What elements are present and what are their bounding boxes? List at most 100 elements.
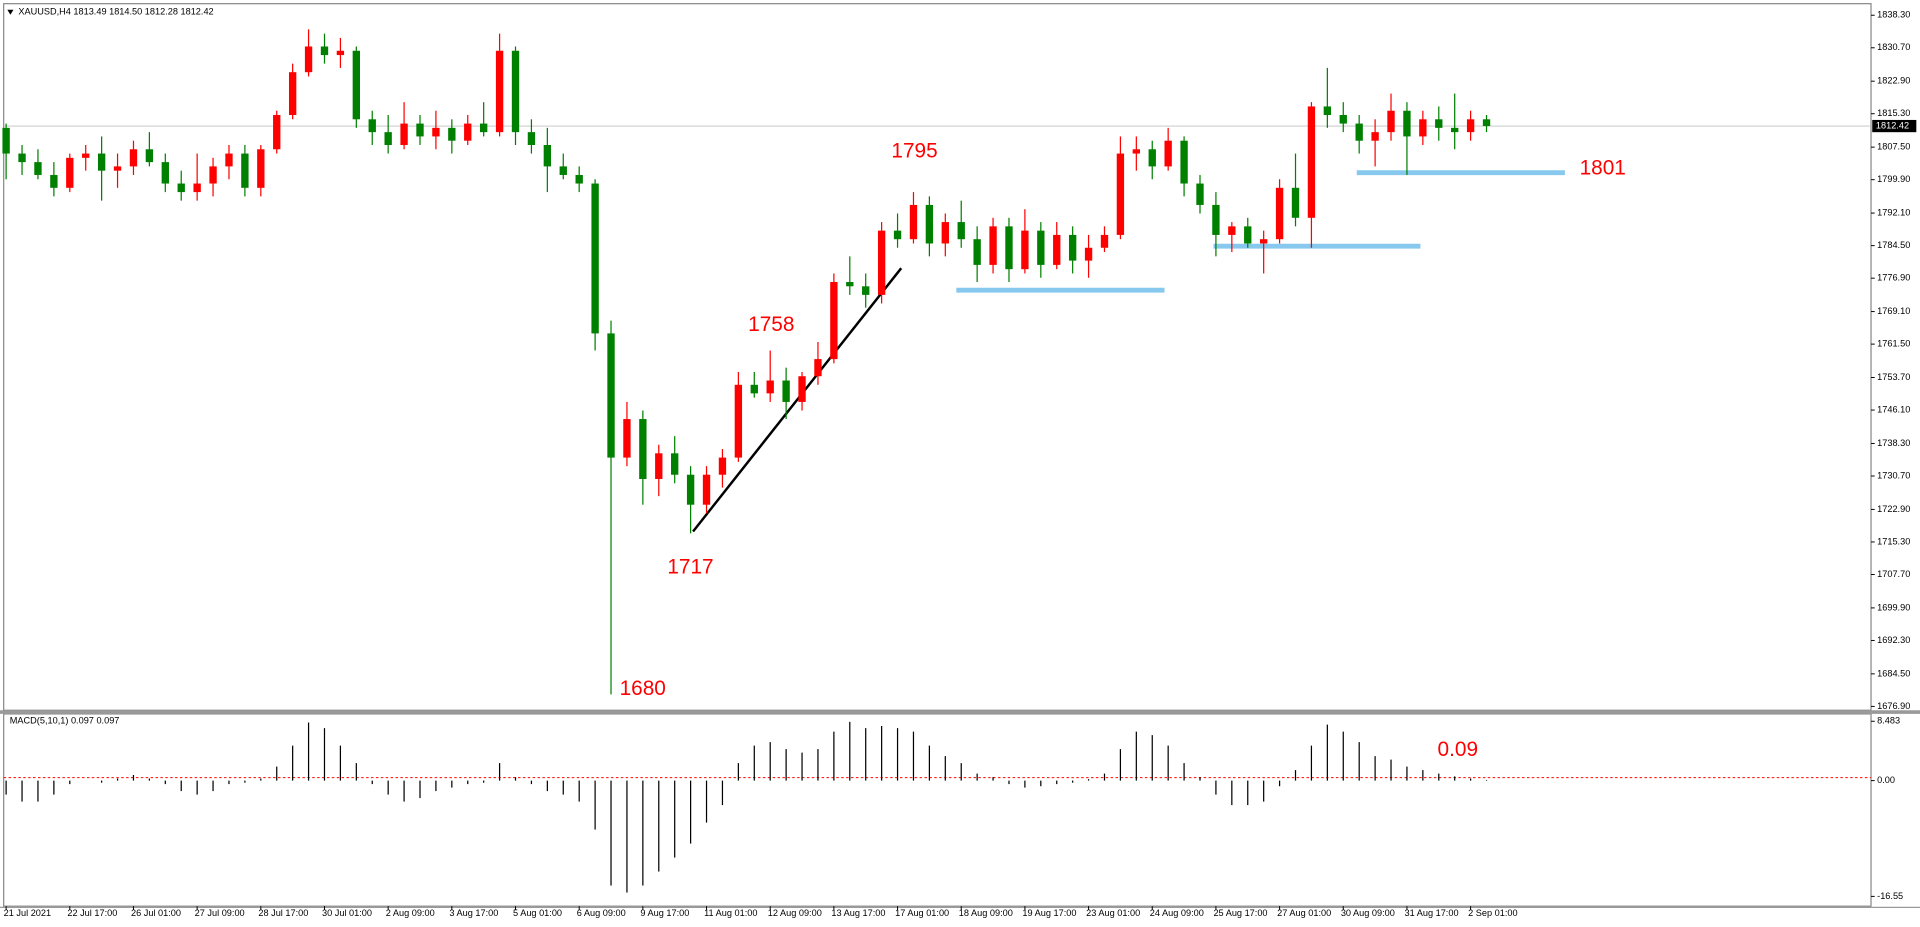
macd-title: MACD(5,10,1) 0.097 0.097 (10, 716, 120, 726)
x-tick-label: 23 Aug 01:00 (1086, 908, 1140, 918)
candle-body (607, 333, 615, 458)
y-tick-label: 1722.90 (1877, 504, 1910, 514)
candle-body (432, 127, 440, 137)
candle-body (1196, 183, 1204, 205)
candle-body (1100, 234, 1109, 248)
trend-line (692, 267, 903, 533)
y-tick-label: 1715.30 (1877, 536, 1910, 546)
x-tick-label: 19 Aug 17:00 (1022, 908, 1076, 918)
candle-body (145, 149, 154, 163)
candle-body (2, 127, 10, 154)
last-price-tag (1872, 119, 1917, 133)
candle-body (575, 174, 583, 184)
y-tick-label: 1738.30 (1877, 438, 1910, 448)
candle-body (304, 46, 313, 73)
candle-body (655, 453, 663, 480)
candle-body (814, 359, 822, 377)
y-tick-label: 1815.30 (1877, 108, 1910, 118)
menu-arrow[interactable] (7, 9, 14, 15)
candle-body (1228, 226, 1236, 235)
candle-body (623, 419, 631, 458)
x-tick-label: 5 Aug 01:00 (513, 908, 562, 918)
x-tick-label: 31 Aug 17:00 (1404, 908, 1458, 918)
y-tick-label: 1822.90 (1877, 76, 1910, 86)
last-price-label: 1812.42 (1876, 120, 1909, 130)
y-tick-label: 1676.90 (1877, 701, 1910, 711)
y-tick-label: 1692.30 (1877, 635, 1910, 645)
x-tick-label: 2 Aug 09:00 (386, 908, 435, 918)
candle-body (1291, 187, 1300, 218)
candle-body (686, 474, 695, 505)
candle-body (400, 123, 408, 145)
candle-body (1339, 115, 1347, 124)
candle-body (1307, 106, 1316, 218)
candle-body (18, 153, 26, 163)
x-tick-label: 22 Jul 17:00 (67, 908, 117, 918)
candle-body (113, 166, 122, 171)
y-tick-label: 1784.50 (1877, 240, 1910, 250)
candle-body (273, 115, 281, 150)
candle-body (1180, 140, 1188, 184)
y-tick-label: 1761.50 (1877, 339, 1910, 349)
y-tick-label: 1830.70 (1877, 42, 1910, 52)
x-tick-label: 26 Jul 01:00 (131, 908, 181, 918)
x-tick-label: 3 Aug 17:00 (449, 908, 498, 918)
candle-body (941, 222, 949, 244)
y-tick-label: 1769.10 (1877, 306, 1910, 316)
x-tick-label: 17 Aug 01:00 (895, 908, 949, 918)
candle-body (1212, 204, 1220, 235)
candle-body (846, 282, 854, 287)
x-tick-label: 25 Aug 17:00 (1213, 908, 1267, 918)
candle-body (734, 384, 743, 458)
candle-body (1323, 106, 1332, 116)
macd-y-tick-label: -16.55 (1877, 891, 1903, 901)
candle-body (671, 453, 679, 475)
candle-body (384, 132, 392, 145)
candle-body (177, 183, 185, 193)
x-tick-label: 28 Jul 17:00 (258, 908, 308, 918)
candle-body (989, 226, 997, 265)
x-tick-label: 18 Aug 09:00 (959, 908, 1013, 918)
candle-body (1053, 234, 1061, 265)
candle-body (495, 50, 504, 133)
candle-body (193, 183, 201, 193)
candle-body (527, 132, 536, 145)
candle-body (591, 183, 599, 334)
x-tick-label: 13 Aug 17:00 (831, 908, 885, 918)
candle-body (34, 162, 42, 175)
candle-body (368, 119, 376, 133)
candle-body (129, 149, 138, 167)
macd-y-tick-label: 0.00 (1877, 775, 1895, 785)
candle-body (1068, 234, 1077, 261)
x-tick-label: 2 Sep 01:00 (1468, 908, 1517, 918)
candle-body (798, 376, 806, 402)
price-annotation: 1680 (620, 677, 666, 700)
candle-body (336, 50, 345, 56)
candle-body (225, 153, 233, 167)
chart-title: XAUUSD,H4 1813.49 1814.50 1812.28 1812.4… (18, 7, 213, 17)
x-tick-label: 21 Jul 2021 (4, 908, 51, 918)
candle-body (750, 384, 758, 394)
y-tick-label: 1684.50 (1877, 668, 1910, 678)
candle-body (862, 286, 870, 295)
candle-body (925, 204, 934, 244)
candle-body (241, 153, 249, 188)
candle-body (1005, 226, 1013, 270)
candle-body (97, 153, 106, 171)
candle-body (1116, 153, 1125, 235)
candle-body (320, 46, 329, 56)
candle-body (209, 166, 217, 184)
x-tick-label: 30 Aug 09:00 (1341, 908, 1395, 918)
y-tick-label: 1807.50 (1877, 142, 1910, 152)
candle-body (893, 230, 902, 240)
y-tick-label: 1730.70 (1877, 470, 1910, 480)
x-tick-label: 11 Aug 01:00 (704, 908, 757, 918)
candle-body (66, 157, 74, 188)
candle-body (480, 123, 488, 133)
price-annotation: 1717 (667, 556, 713, 579)
x-tick-label: 12 Aug 09:00 (768, 908, 822, 918)
candle-body (909, 204, 918, 240)
candle-body (1275, 187, 1284, 240)
